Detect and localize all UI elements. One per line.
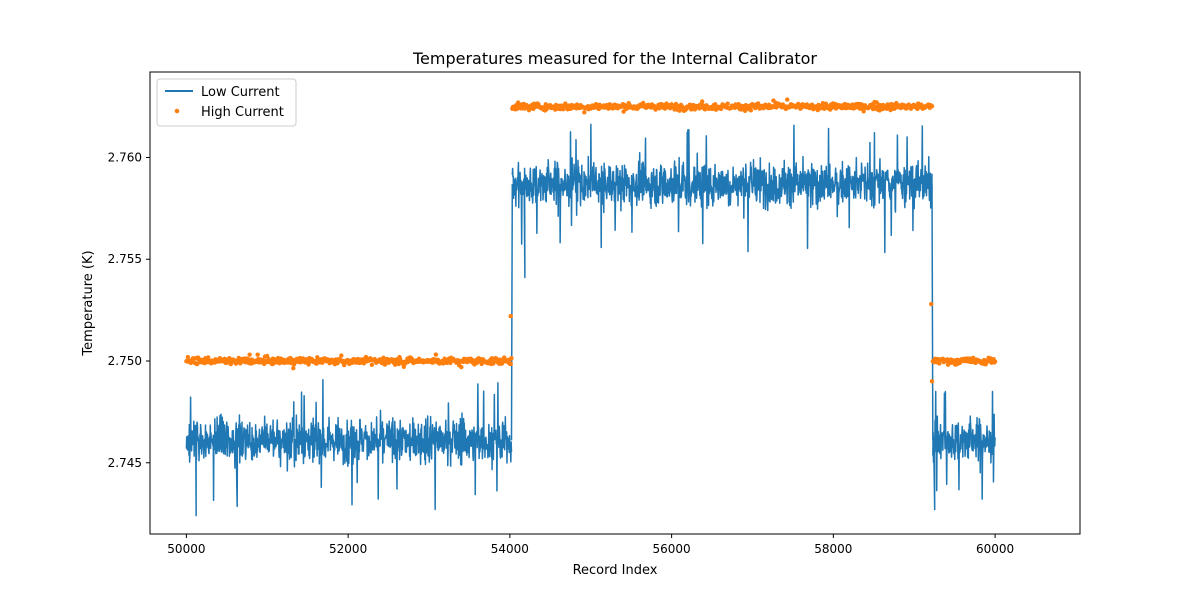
legend-swatch-high-current <box>174 108 180 114</box>
high-current-point <box>582 110 587 115</box>
x-tick-label: 54000 <box>491 542 529 556</box>
high-current-point <box>401 364 407 369</box>
y-tick-label: 2.760 <box>108 150 142 164</box>
series-low-current <box>185 123 996 517</box>
x-axis-label: Record Index <box>573 563 658 578</box>
high-current-point <box>459 364 464 370</box>
high-current-point <box>185 354 191 360</box>
high-current-point <box>929 301 934 307</box>
high-current-point <box>206 355 211 360</box>
chart-title: Temperatures measured for the Internal C… <box>412 49 817 68</box>
high-current-point <box>381 355 386 361</box>
high-current-point <box>314 361 319 366</box>
plot-frame <box>149 71 1081 535</box>
high-current-point <box>247 352 252 357</box>
x-tick-label: 60000 <box>976 542 1014 556</box>
x-tick-label: 58000 <box>814 542 852 556</box>
series-high-current <box>184 97 998 384</box>
legend-label-low-current: Low Current <box>201 85 280 100</box>
high-current-point <box>339 353 344 358</box>
y-tick-label: 2.745 <box>108 456 142 470</box>
high-current-point <box>742 108 748 113</box>
plot-area <box>184 97 998 517</box>
x-tick-label: 56000 <box>653 542 691 556</box>
high-current-point <box>725 101 730 106</box>
x-tick-label: 50000 <box>167 542 205 556</box>
high-current-point <box>255 352 260 357</box>
high-current-point <box>748 108 754 113</box>
high-current-point <box>785 97 790 102</box>
low-current-line-segment-3 <box>932 390 996 511</box>
high-current-point <box>888 107 893 113</box>
y-tick-label: 2.755 <box>108 252 142 266</box>
high-current-point <box>508 314 513 319</box>
high-current-point <box>937 361 942 366</box>
high-current-point <box>508 361 513 366</box>
high-current-point <box>433 352 439 357</box>
high-current-point <box>929 379 935 384</box>
x-tick-label: 52000 <box>329 542 367 556</box>
high-current-point <box>502 355 507 360</box>
high-current-point <box>992 359 998 364</box>
high-current-point <box>291 366 296 371</box>
high-current-point <box>929 104 935 109</box>
low-current-transition-2 <box>931 183 934 441</box>
y-tick-label: 2.750 <box>108 354 142 368</box>
y-axis-label: Temperature (K) <box>81 250 96 356</box>
low-current-line-segment-1 <box>185 378 513 517</box>
high-current-point <box>861 109 866 114</box>
low-current-line-segment-2 <box>511 123 933 279</box>
legend: Low Current High Current <box>156 78 297 127</box>
legend-label-high-current: High Current <box>201 105 284 120</box>
high-current-point <box>369 362 375 368</box>
low-current-transition-1 <box>510 183 514 441</box>
y-axis: 2.745 2.750 2.755 2.760 <box>108 150 150 470</box>
x-axis: 50000 52000 54000 56000 58000 60000 <box>167 534 1014 556</box>
high-current-point <box>699 99 705 104</box>
high-current-point <box>561 107 566 112</box>
high-current-point <box>509 356 514 361</box>
